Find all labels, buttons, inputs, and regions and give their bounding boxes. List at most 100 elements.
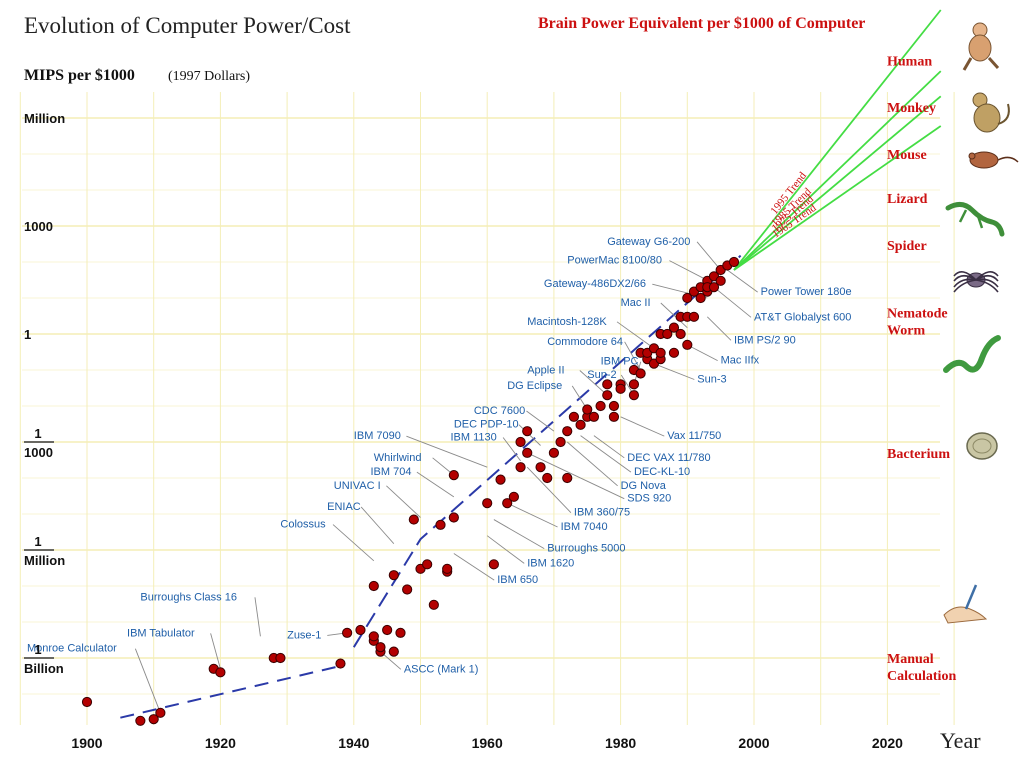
worm-icon [943,335,1001,373]
data-point [635,368,646,379]
brain-power-scale: Human Monkey Mouse Lizard Spider Nematode Worm… [887,22,1019,684]
annotation-label: IBM Tabulator [127,627,195,639]
annotation-label: Burroughs Class 16 [140,591,237,603]
annotation-label: Monroe Calculator [27,643,117,655]
spider-icon [953,271,999,293]
annotation-leader [502,437,521,462]
brain-level-label: Spider [887,239,927,254]
annotation-label: Gateway-486DX2/66 [544,278,646,290]
y-axis-label: MIPS per $1000 [24,67,135,84]
x-tick-label: 1960 [472,735,503,751]
data-point [442,563,453,574]
y-tick-label: Million [24,111,65,126]
annotation-label: IBM 650 [497,574,538,586]
y-tick-label: 1 [24,327,31,342]
data-point [395,627,406,638]
annotation-label: SDS 920 [627,493,671,505]
annotation-leader [620,416,665,437]
data-point [375,642,386,653]
data-point [562,426,573,437]
brain-level-label: Bacterium [887,447,950,462]
annotation-label: IBM 1130 [451,432,497,444]
x-tick-label: 2000 [738,735,769,751]
data-point [435,519,446,530]
y-tick-numerator: 1 [34,642,41,657]
annotation-label: IBM 1620 [527,557,574,569]
annotation-label: ENIAC [327,501,361,513]
data-point [535,462,546,473]
annotation-leader [332,524,375,562]
annotation-leader [134,648,161,713]
annotation-leader [453,553,495,581]
data-point [568,411,580,422]
annotation-leader [706,316,732,341]
annotation-label: Sun-2 [587,369,616,381]
x-tick-label: 1940 [338,735,369,751]
data-point [708,282,720,293]
annotation-label: DEC PDP-10 [454,419,519,431]
brain-power-title: Brain Power Equivalent per $1000 of Comp… [538,15,865,32]
annotation-label: DG Eclipse [507,380,562,392]
y-tick-label: 1000 [24,219,53,234]
brain-level-label: Calculation [887,669,956,684]
annotation-leader [526,410,555,432]
annotation-leader [616,321,655,349]
data-point [342,627,353,638]
annotation-label: ASCC (Mark 1) [404,663,479,675]
data-point [728,256,740,268]
data-point [602,390,613,401]
data-point [448,470,459,481]
annotation-leader [687,344,718,362]
annotation-label: Power Tower 180e [761,286,852,298]
annotation-leader [579,370,608,396]
data-point [695,292,706,304]
data-point [582,404,593,415]
data-point [515,436,526,448]
annotation-label: Sun-3 [697,373,726,385]
y-tick-denominator: 1000 [24,445,53,460]
data-point [655,347,666,358]
annotation-label: DG Nova [621,480,667,492]
data-point [422,559,433,570]
annotation-leader [210,633,221,669]
data-point [628,390,640,401]
data-point [428,599,439,610]
data-point [682,292,693,304]
data-point [488,559,499,570]
data-point [508,491,519,502]
annotation-leader [360,506,395,544]
data-point [148,714,159,725]
annotation-leader [526,466,572,513]
annotation-label: IBM 7090 [354,430,401,442]
lizard-icon [945,202,1005,237]
data-point [335,658,346,669]
annotation-label: Vax 11/750 [667,430,721,442]
data-point [522,447,533,458]
mouse-icon [968,151,1019,169]
annotation-label: Mac II [621,297,651,309]
data-point [608,411,620,422]
data-point [388,570,399,581]
data-point [275,652,286,664]
annotation-leader [653,363,695,380]
data-point [368,580,379,592]
annotation-label: DEC VAX 11/780 [627,452,710,464]
annotation-leader [624,341,642,371]
annotation-label: AT&T Globalyst 600 [754,311,851,323]
y-tick-numerator: 1 [34,426,41,441]
data-point [562,472,573,484]
x-tick-label: 2020 [872,735,903,751]
brain-level-label: Monkey [887,101,936,116]
annotation-leader [416,471,455,498]
annotation-label: Burroughs 5000 [547,543,625,555]
annotation-label: Gateway G6-200 [607,236,690,248]
x-tick-label: 1980 [605,735,636,751]
annotation-leader [713,286,752,318]
data-point [155,707,166,718]
annotation-leaders [134,241,758,713]
hand-icon [943,584,988,624]
annotation-label: IBM 704 [370,466,411,478]
annotation-leader [493,519,545,550]
y-tick-numerator: 1 [34,534,41,549]
annotation-label: CDC 7600 [474,405,525,417]
